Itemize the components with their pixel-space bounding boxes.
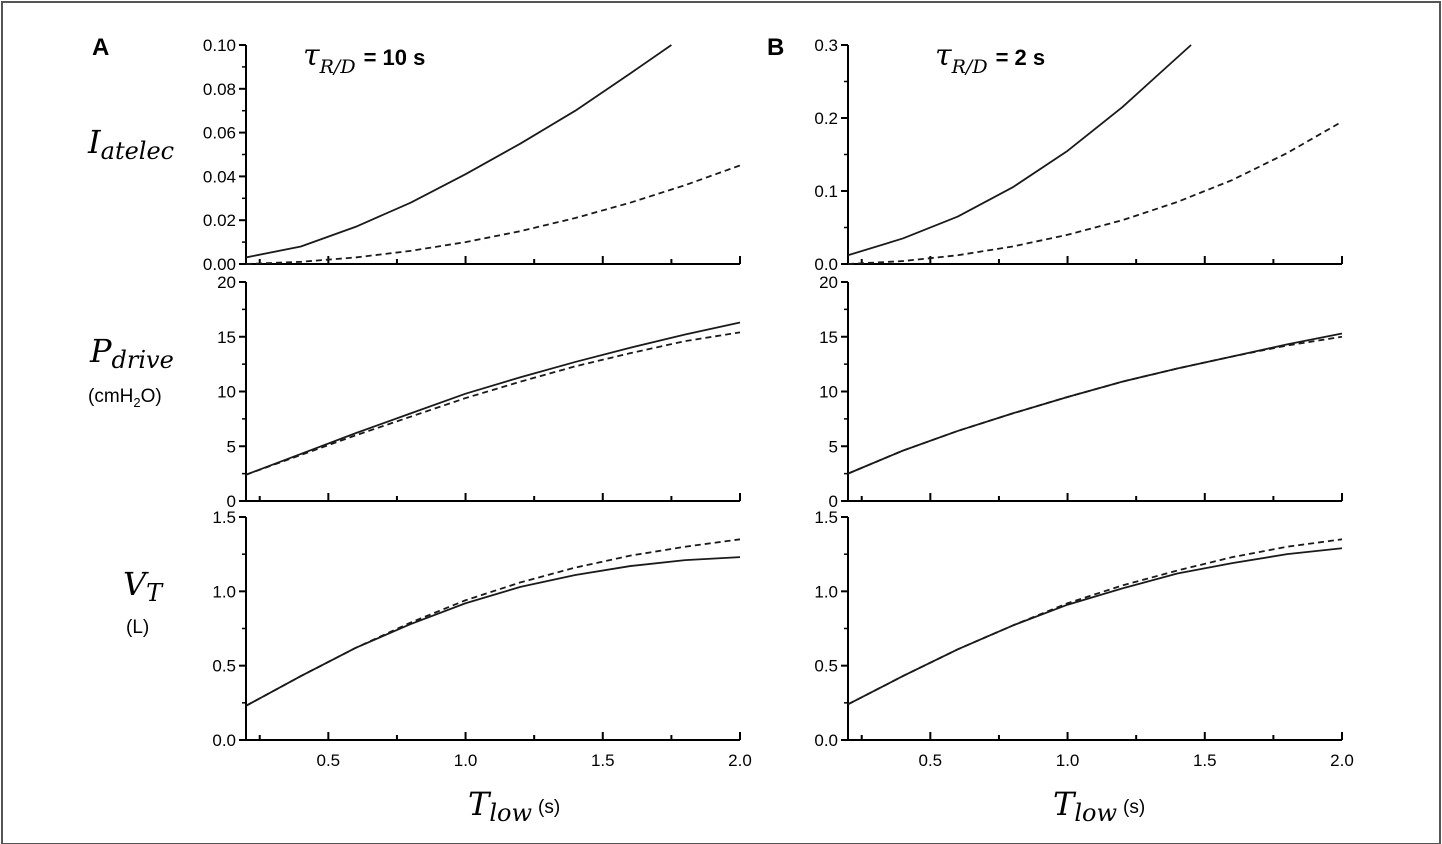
- unit-suffix: O): [141, 386, 162, 407]
- y-tick-label: 1.5: [212, 508, 236, 527]
- unit-prefix: (cmH: [88, 386, 133, 407]
- row-label-iatelec: Iatelec: [87, 123, 174, 165]
- series-line-dashed: [245, 164, 741, 265]
- series-line-solid: [847, 547, 1343, 706]
- series-line-dashed: [245, 331, 741, 476]
- chart-panel-b-pdrive: 0 5 10 15 20: [819, 273, 1343, 511]
- y-tick-label: 0.06: [203, 124, 236, 143]
- row-unit-pdrive: (cmH2O): [88, 386, 162, 410]
- series-line-solid: [847, 332, 1343, 475]
- chart-panel-a-vt: 0.0 0.5 1.0 1.5 0.5 1.0 1.5 2.0: [212, 508, 751, 770]
- x-tick-label: 1.0: [1056, 751, 1080, 770]
- row-unit-vt: (L): [126, 617, 149, 638]
- tau-subscript: R/D: [319, 56, 356, 78]
- y-tick-label: 10: [819, 383, 838, 402]
- series-line-solid: [245, 44, 672, 259]
- series-line-dashed: [847, 120, 1343, 265]
- y-tick-label: 5: [829, 437, 838, 456]
- tau-symbol: τ: [303, 38, 320, 73]
- y-tick-label: 15: [819, 328, 838, 347]
- y-tick-label: 1.0: [212, 582, 236, 601]
- x-label-unit: (s): [538, 797, 560, 818]
- row-label-main: P: [89, 332, 112, 370]
- tau-value: = 2 s: [996, 45, 1046, 70]
- plot-area: 0.000.020.040.060.080.10051015200.00.51.…: [203, 36, 1354, 770]
- x-tick-label: 0.5: [317, 751, 341, 770]
- y-tick-label: 0.5: [212, 657, 236, 676]
- tau-value: = 10 s: [364, 45, 426, 70]
- y-tick-label: 0.10: [203, 36, 236, 55]
- x-label-main: T: [468, 785, 492, 823]
- y-tick-label: 20: [217, 273, 236, 292]
- y-tick-label: 0.2: [814, 109, 838, 128]
- series-line-solid: [847, 44, 1192, 257]
- x-label-sub: low: [1074, 799, 1117, 827]
- chart-panel-b-iatelec: 0.0 0.1 0.2 0.3: [814, 36, 1343, 274]
- x-axis-label-b: Tlow (s): [1053, 785, 1145, 827]
- x-tick-label: 2.0: [728, 751, 752, 770]
- series-line-dashed: [847, 335, 1343, 475]
- panel-a-letter: A: [92, 34, 109, 61]
- series-line-solid: [245, 321, 741, 476]
- y-tick-label: 0.08: [203, 80, 236, 99]
- y-tick-label: 0: [227, 492, 236, 511]
- panel-a-tau-annotation: τR/D = 10 s: [303, 38, 425, 78]
- chart-panel-a-pdrive: 0 5 10 15 20: [217, 273, 741, 511]
- y-tick-label: 10: [217, 383, 236, 402]
- y-tick-label: 0.0: [212, 731, 236, 750]
- series-line-solid: [245, 556, 741, 707]
- y-tick-label: 0.04: [203, 167, 236, 186]
- y-tick-label: 1.0: [814, 582, 838, 601]
- y-tick-label: 0.0: [814, 731, 838, 750]
- tau-symbol: τ: [935, 38, 952, 73]
- y-tick-label: 0.02: [203, 211, 236, 230]
- row-label-main: V: [123, 565, 149, 603]
- x-tick-label: 2.0: [1330, 751, 1354, 770]
- y-tick-label: 5: [227, 437, 236, 456]
- row-label-main: I: [87, 123, 102, 161]
- x-tick-label: 1.0: [454, 751, 478, 770]
- panel-b-tau-annotation: τR/D = 2 s: [935, 38, 1045, 78]
- y-tick-label: 0.00: [203, 255, 236, 274]
- y-tick-label: 0.1: [814, 182, 838, 201]
- row-label-sub: drive: [112, 346, 174, 374]
- x-label-sub: low: [489, 799, 532, 827]
- x-axis-label-a: Tlow (s): [468, 785, 560, 827]
- y-tick-label: 15: [217, 328, 236, 347]
- unit-subscript: 2: [133, 395, 140, 410]
- x-label-main: T: [1053, 785, 1077, 823]
- series-line-dashed: [245, 538, 741, 707]
- tau-subscript: R/D: [951, 56, 988, 78]
- row-label-sub: T: [146, 579, 164, 607]
- series-line-dashed: [847, 538, 1343, 706]
- chart-panel-b-vt: 0.0 0.5 1.0 1.5 0.5 1.0 1.5 2.0: [814, 508, 1353, 770]
- y-tick-label: 0: [829, 492, 838, 511]
- x-label-unit: (s): [1123, 797, 1145, 818]
- y-tick-label: 0.5: [814, 657, 838, 676]
- x-tick-label: 1.5: [1193, 751, 1217, 770]
- y-tick-label: 0.0: [814, 255, 838, 274]
- chart-panel-a-iatelec: 0.00 0.02 0.04 0.06 0.08 0.10: [203, 36, 741, 274]
- x-tick-label: 1.5: [591, 751, 615, 770]
- y-tick-label: 1.5: [814, 508, 838, 527]
- y-tick-label: 0.3: [814, 36, 838, 55]
- panel-b-letter: B: [767, 34, 784, 61]
- y-tick-label: 20: [819, 273, 838, 292]
- x-tick-label: 0.5: [919, 751, 943, 770]
- row-label-sub: atelec: [101, 137, 174, 165]
- row-label-pdrive: Pdrive: [89, 332, 174, 374]
- row-label-vt: VT: [123, 565, 164, 607]
